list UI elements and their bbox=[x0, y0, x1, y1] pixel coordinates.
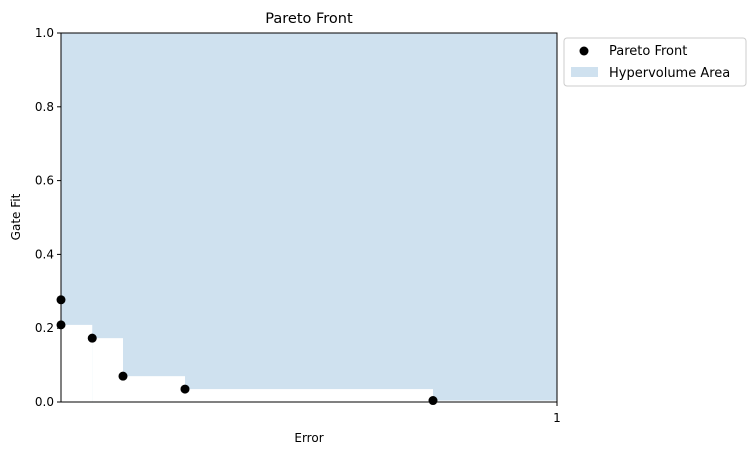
legend-label-pareto-front: Pareto Front bbox=[609, 44, 687, 59]
pareto-point-3 bbox=[118, 371, 128, 381]
pareto-point-5 bbox=[428, 396, 438, 406]
plot-frame bbox=[60, 32, 558, 403]
hypervolume-step-3 bbox=[185, 389, 433, 402]
legend: Pareto Front Hypervolume Area bbox=[563, 37, 747, 87]
hypervolume-area-layer bbox=[61, 33, 557, 402]
y-tick-label-5: 1.0 bbox=[35, 26, 54, 40]
y-axis-ticks: 0.0 0.2 0.4 0.6 0.8 1.0 bbox=[35, 26, 61, 409]
hypervolume-step-1 bbox=[92, 338, 123, 402]
x-axis-label: Error bbox=[294, 431, 323, 445]
y-tick-label-0: 0.0 bbox=[35, 395, 54, 409]
hypervolume-step-0 bbox=[61, 324, 93, 402]
pareto-point-4 bbox=[180, 384, 190, 394]
y-tick-label-2: 0.4 bbox=[35, 247, 54, 261]
x-axis-ticks: 1 bbox=[553, 402, 561, 425]
legend-marker-pareto-front bbox=[579, 46, 589, 56]
y-tick-label-3: 0.6 bbox=[35, 174, 54, 188]
legend-frame bbox=[563, 37, 747, 87]
chart-title: Pareto Front bbox=[265, 11, 353, 27]
pareto-point-2 bbox=[87, 333, 97, 343]
hypervolume-area-fill bbox=[61, 33, 557, 402]
x-tick-label-0: 1 bbox=[553, 411, 561, 425]
y-tick-label-4: 0.8 bbox=[35, 100, 54, 114]
hypervolume-step-2 bbox=[123, 376, 185, 402]
y-tick-label-1: 0.2 bbox=[35, 321, 54, 335]
legend-swatch-hypervolume-area bbox=[571, 67, 598, 77]
hypervolume-step-4 bbox=[433, 400, 557, 402]
legend-label-hypervolume-area: Hypervolume Area bbox=[609, 66, 730, 81]
y-axis-label: Gate Fit bbox=[9, 193, 23, 240]
